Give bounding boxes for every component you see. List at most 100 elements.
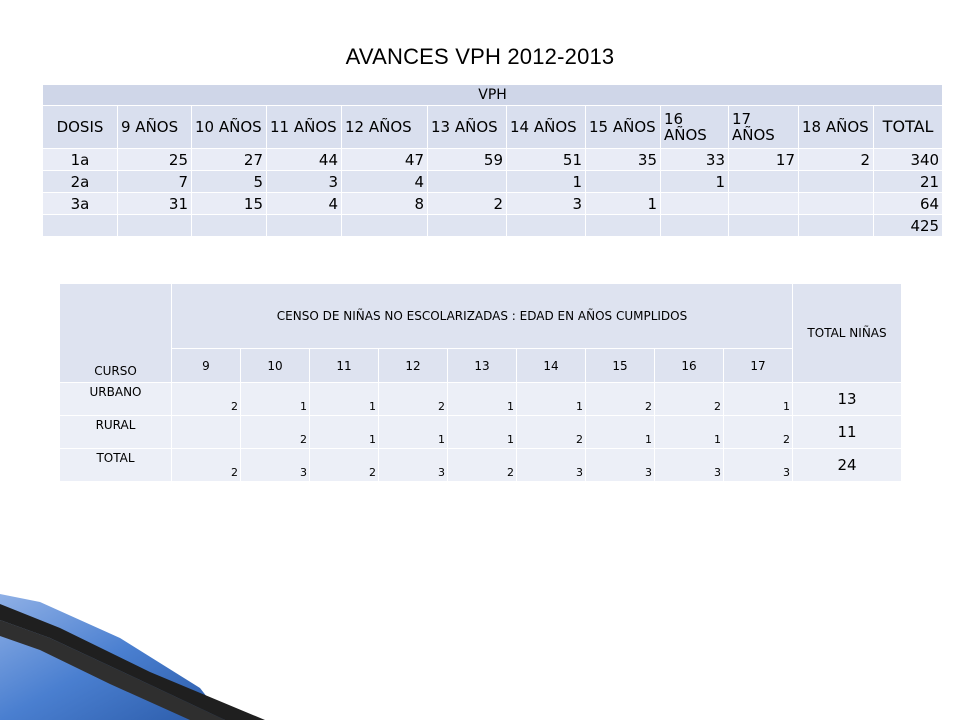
table-cell: 3 [506, 192, 586, 215]
table-cell [798, 170, 874, 193]
table-cell: 1 [585, 415, 655, 449]
table-cell [427, 170, 507, 193]
table-cell: 1 [722, 382, 794, 416]
table-row: URBANO 2 1 1 2 1 1 2 2 1 13 [59, 382, 903, 416]
table-cell [728, 170, 799, 193]
table-cell: 3 [585, 448, 655, 482]
table-cell: 340 [872, 148, 944, 171]
table-cell: 1 [506, 170, 586, 193]
table-cell: 1 [516, 382, 586, 416]
table-cell [728, 192, 799, 215]
column-header: 9 AÑOS [117, 105, 192, 149]
table-cell: 1 [378, 415, 448, 449]
table-row: 1a 25 27 44 47 59 51 35 33 17 2 340 [42, 148, 944, 171]
table-cell [42, 214, 118, 237]
row-label: TOTAL [59, 448, 172, 482]
vph-progress-table: VPH DOSIS 9 AÑOS 10 AÑOS 11 AÑOS 12 AÑOS… [41, 84, 944, 237]
table-cell: 3 [266, 170, 342, 193]
table-cell: 44 [266, 148, 342, 171]
table-cell: 1 [660, 170, 729, 193]
row-total: 24 [792, 448, 903, 482]
table-cell: 15 [191, 192, 267, 215]
table-cell: 64 [872, 192, 944, 215]
table-cell: 47 [341, 148, 428, 171]
table-row-grand-total: 425 [42, 214, 944, 237]
table-cell: 2 [427, 192, 507, 215]
table-cell [266, 214, 342, 237]
table-cell: 2 [585, 382, 655, 416]
table-row: RURAL 2 1 1 1 2 1 1 2 11 [59, 415, 903, 449]
table-cell: 21 [872, 170, 944, 193]
table-cell [585, 214, 661, 237]
table-cell: 1a [42, 148, 118, 171]
table-cell: 2 [171, 382, 241, 416]
column-header: 16 AÑOS [660, 105, 729, 149]
column-header: 10 AÑOS [191, 105, 267, 149]
table-cell [585, 170, 661, 193]
table-cell [191, 214, 267, 237]
table-cell: 3 [516, 448, 586, 482]
column-header: 12 AÑOS [341, 105, 428, 149]
column-header: 17 AÑOS [728, 105, 799, 149]
column-header: 14 AÑOS [506, 105, 586, 149]
table-cell [341, 214, 428, 237]
censo-header: CENSO DE NIÑAS NO ESCOLARIZADAS : EDAD E… [170, 283, 794, 349]
table-cell [660, 192, 729, 215]
grand-total-cell: 425 [872, 214, 944, 237]
table-cell: 2 [171, 448, 241, 482]
table-cell: 2 [654, 382, 724, 416]
table-cell: 5 [191, 170, 267, 193]
table-cell: 4 [266, 192, 342, 215]
table-row: 3a 31 15 4 8 2 3 1 64 [42, 192, 944, 215]
table-cell: 3a [42, 192, 118, 215]
table-cell: 3 [654, 448, 724, 482]
table-cell: 1 [240, 382, 310, 416]
table-cell: 2 [309, 448, 379, 482]
table-cell: 35 [585, 148, 661, 171]
table-cell: 1 [447, 415, 517, 449]
table-cell: 1 [447, 382, 517, 416]
total-girls-header: TOTAL NIÑAS [792, 283, 903, 383]
row-total: 11 [792, 415, 903, 449]
row-label: URBANO [59, 382, 172, 416]
table-cell [728, 214, 799, 237]
table-cell: 2a [42, 170, 118, 193]
table-cell: 2 [378, 382, 448, 416]
vph-group-header: VPH [41, 84, 944, 106]
dark-swoosh-accent [0, 620, 225, 720]
age-header: 16 [654, 348, 724, 383]
table-cell: 4 [341, 170, 428, 193]
table-cell: 8 [341, 192, 428, 215]
page-title: AVANCES VPH 2012-2013 [345, 44, 615, 69]
table-row: TOTAL 2 3 2 3 2 3 3 3 3 24 [59, 448, 903, 482]
table-cell: 2 [798, 148, 874, 171]
dark-swoosh-shape [0, 604, 265, 720]
table-cell [117, 214, 192, 237]
age-header: 14 [516, 348, 586, 383]
age-header: 13 [447, 348, 517, 383]
column-header: 18 AÑOS [798, 105, 874, 149]
table-cell: 3 [378, 448, 448, 482]
age-header: 17 [722, 348, 794, 383]
table-cell: 2 [516, 415, 586, 449]
table-cell [506, 214, 586, 237]
table-cell: 51 [506, 148, 586, 171]
age-header: 10 [240, 348, 310, 383]
table-cell: 25 [117, 148, 192, 171]
table-cell: 3 [240, 448, 310, 482]
table-cell: 1 [654, 415, 724, 449]
column-header: DOSIS [42, 105, 118, 149]
table-cell: 2 [722, 415, 794, 449]
table-cell: 33 [660, 148, 729, 171]
table-cell: 2 [447, 448, 517, 482]
table-cell [798, 214, 874, 237]
column-header: 11 AÑOS [266, 105, 342, 149]
curso-header: CURSO [59, 283, 172, 383]
table-cell: 2 [240, 415, 310, 449]
table-cell: 7 [117, 170, 192, 193]
table-cell [660, 214, 729, 237]
census-table: CURSO CENSO DE NIÑAS NO ESCOLARIZADAS : … [59, 283, 903, 482]
table-cell: 27 [191, 148, 267, 171]
column-header-total: TOTAL [872, 105, 944, 149]
age-header: 11 [309, 348, 379, 383]
